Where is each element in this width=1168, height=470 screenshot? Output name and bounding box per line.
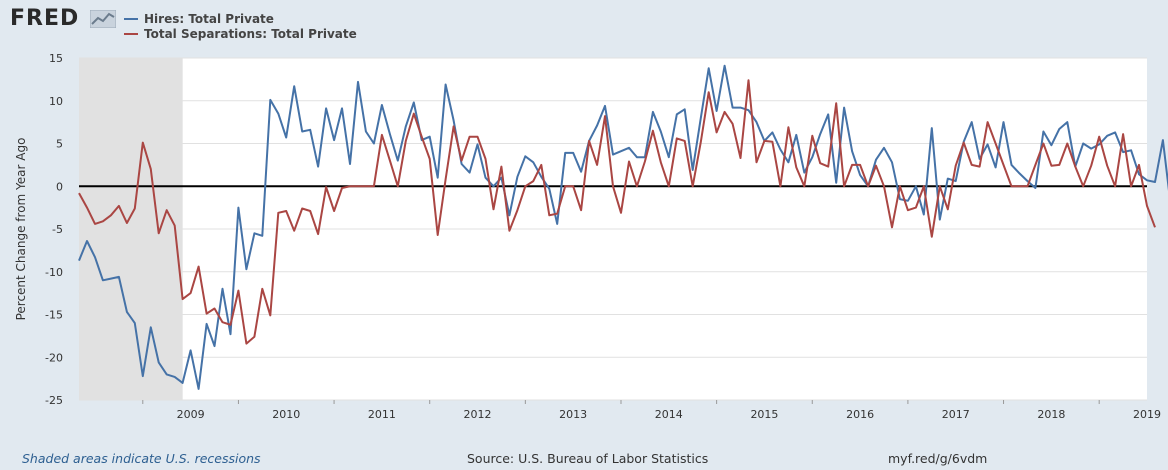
legend-label-hires: Hires: Total Private	[144, 11, 274, 26]
chart[interactable]: 15 10 5 0 -5 -10 -15 -20 -25 2009 2010 2011 2012 2013…	[0, 46, 1168, 448]
x-tick-label: 2018	[1037, 408, 1065, 421]
y-tick-label: 0	[56, 180, 63, 193]
y-tick-label: -20	[45, 351, 63, 364]
legend-item-hires[interactable]: Hires: Total Private	[124, 11, 357, 26]
header: FRED Hires: Total Private Total Separati…	[0, 0, 1168, 46]
line-chart-icon	[90, 10, 116, 28]
legend: Hires: Total Private Total Separations: …	[124, 11, 357, 41]
y-axis-label: Percent Change from Year Ago	[14, 138, 28, 321]
short-url[interactable]: myf.red/g/6vdm	[888, 451, 988, 466]
y-tick-label: 10	[49, 95, 63, 108]
x-tick-label: 2013	[559, 408, 587, 421]
x-tick-label: 2017	[942, 408, 970, 421]
y-tick-label: -15	[45, 309, 63, 322]
series-line-separations	[78, 79, 1156, 345]
x-tick-label: 2014	[655, 408, 683, 421]
y-tick-label: 5	[56, 138, 63, 151]
x-tick-label: 2015	[750, 408, 778, 421]
legend-label-separations: Total Separations: Total Private	[144, 26, 357, 41]
x-tick-label: 2012	[464, 408, 492, 421]
y-tick-label: -25	[45, 394, 63, 407]
x-tick-label: 2016	[846, 408, 874, 421]
x-tick-label: 2010	[272, 408, 300, 421]
recession-note: Shaded areas indicate U.S. recessions	[22, 451, 261, 466]
footer: Shaded areas indicate U.S. recessions So…	[0, 448, 1168, 470]
series-line-hires	[78, 64, 1168, 390]
y-tick-label: 15	[49, 52, 63, 65]
fred-logo[interactable]: FRED	[10, 6, 80, 31]
x-tick-label: 2019	[1133, 408, 1161, 421]
source-text: Source: U.S. Bureau of Labor Statistics	[467, 451, 709, 466]
x-tick-label: 2011	[368, 408, 396, 421]
legend-swatch-hires	[124, 17, 138, 20]
x-tick-label: 2009	[177, 408, 205, 421]
legend-item-separations[interactable]: Total Separations: Total Private	[124, 26, 357, 41]
y-tick-label: -10	[45, 266, 63, 279]
legend-swatch-separations	[124, 32, 138, 35]
y-tick-label: -5	[52, 223, 63, 236]
